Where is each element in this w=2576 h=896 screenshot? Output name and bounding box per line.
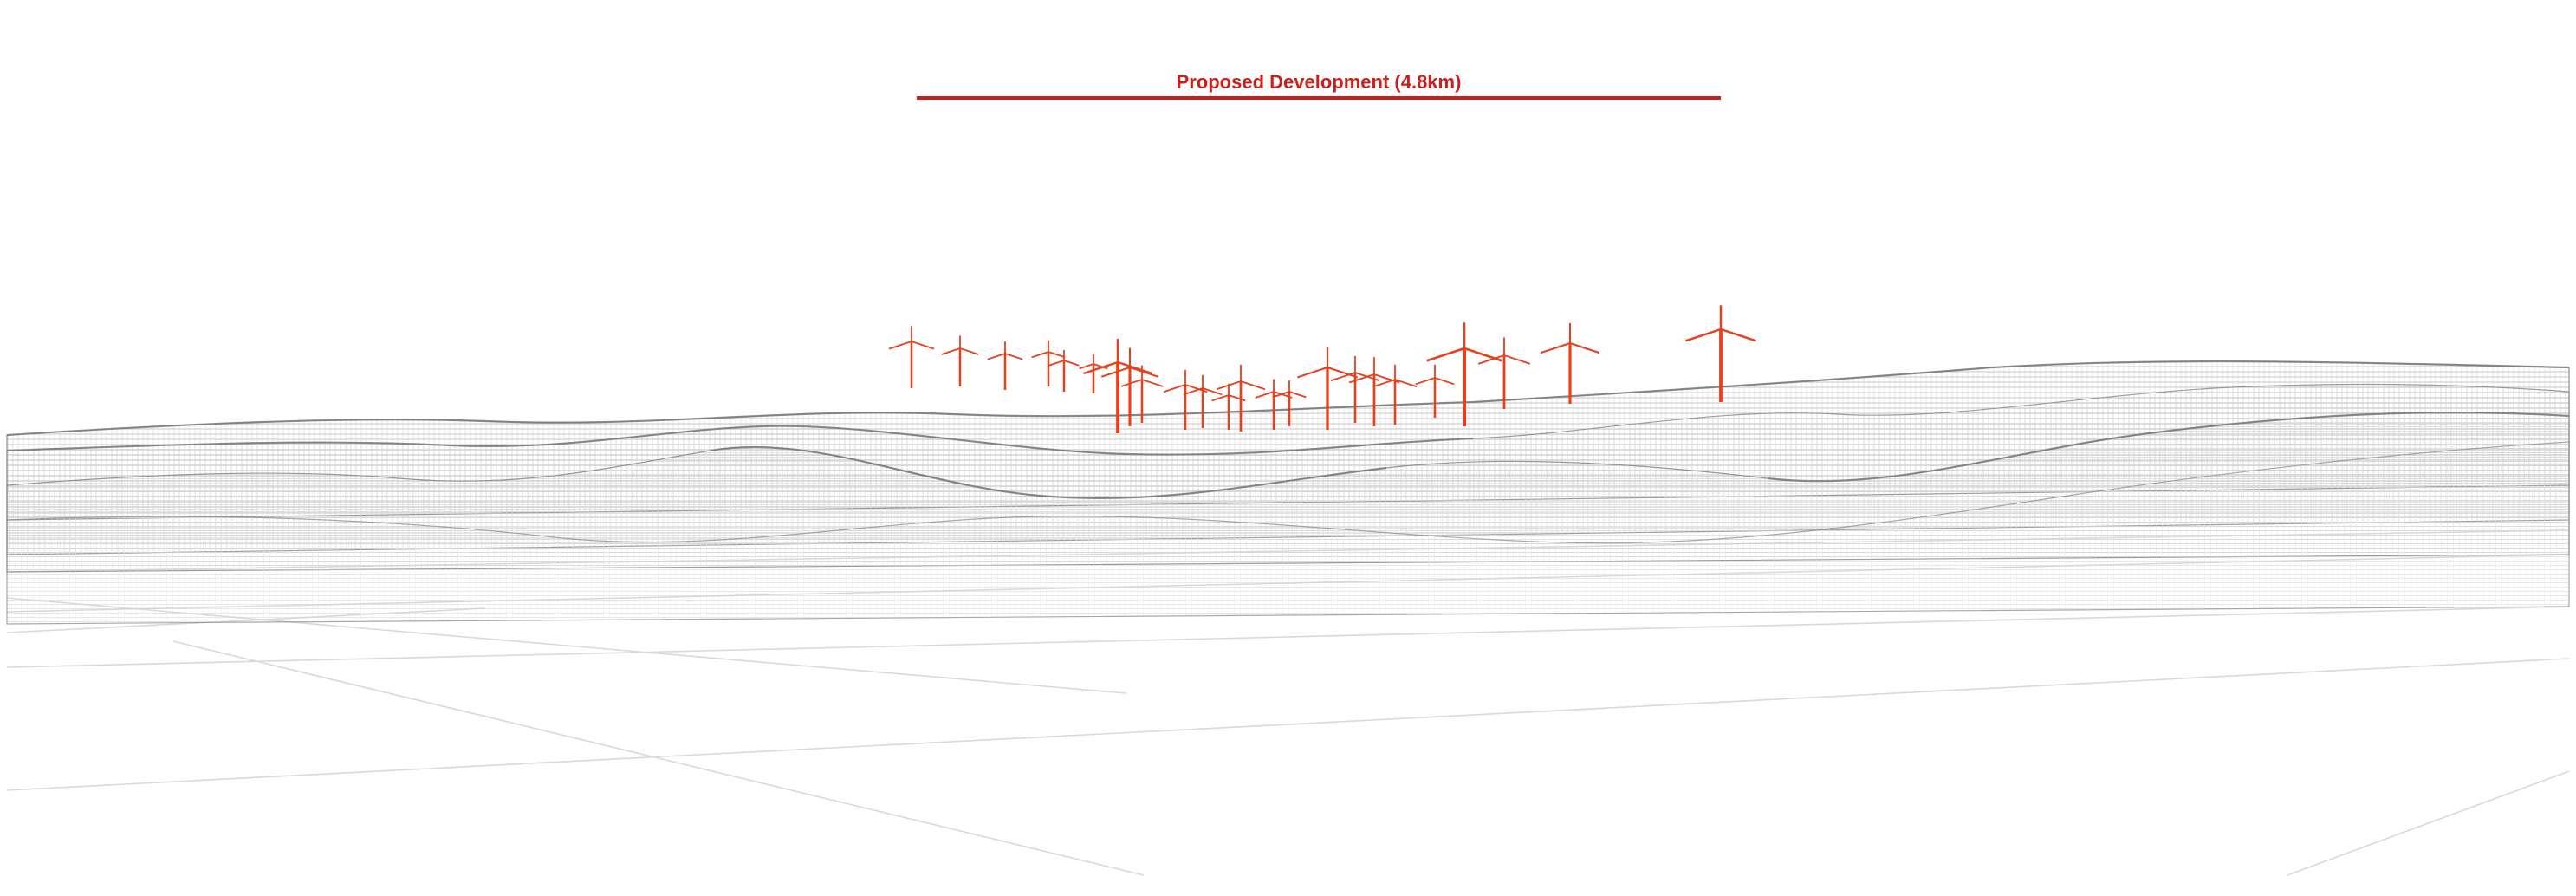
- wind-turbine: [1541, 323, 1599, 404]
- terrain-mesh: [7, 361, 2569, 624]
- wind-turbine: [1080, 354, 1108, 393]
- wind-turbine: [1032, 341, 1066, 386]
- wind-turbine: [942, 335, 978, 386]
- ground-grid-line: [173, 641, 1144, 875]
- wind-turbine: [1049, 350, 1080, 392]
- ground-grid-line: [7, 659, 2569, 790]
- ground-grid-line: [2287, 771, 2569, 875]
- wind-turbine: [889, 326, 934, 388]
- proposed-development-extent-line: [917, 96, 1721, 100]
- proposed-development-label: Proposed Development (4.8km): [917, 71, 1721, 94]
- wind-turbine: [988, 341, 1022, 390]
